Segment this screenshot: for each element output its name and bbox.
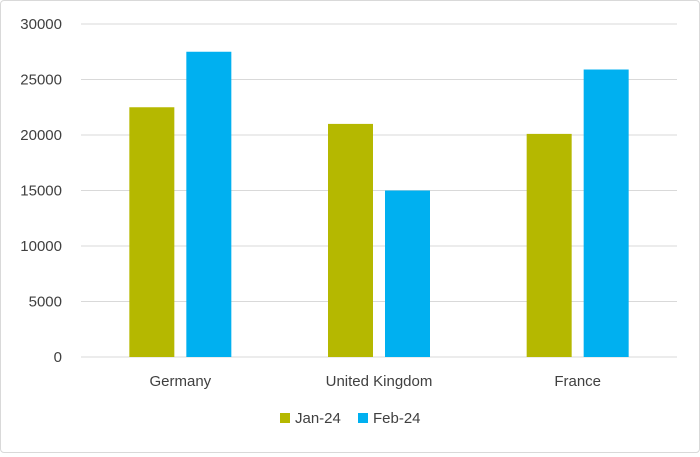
bar-germany-jan-24	[129, 107, 175, 357]
y-tick-label: 25000	[20, 72, 62, 89]
y-tick-label: 30000	[20, 16, 62, 33]
bar-germany-feb-24	[186, 51, 232, 357]
x-tick-label: United Kingdom	[326, 373, 433, 390]
y-tick-label: 0	[54, 349, 62, 366]
legend-label: Feb-24	[373, 410, 421, 427]
bars	[129, 51, 629, 358]
legend-swatch	[358, 413, 368, 423]
y-tick-label: 10000	[20, 238, 62, 255]
bar-united-kingdom-feb-24	[385, 190, 430, 357]
x-tick-label: France	[554, 373, 601, 390]
y-tick-label: 15000	[20, 183, 62, 200]
y-tick-label: 20000	[20, 127, 62, 144]
x-tick-label: Germany	[149, 373, 211, 390]
gridlines	[81, 23, 677, 358]
bar-united-kingdom-jan-24	[328, 123, 373, 358]
y-tick-label: 5000	[29, 294, 62, 311]
legend: Jan-24 Feb-24	[280, 410, 421, 427]
x-axis-ticks: Germany United Kingdom France	[149, 373, 601, 390]
y-axis-ticks: 0 5000 10000 15000 20000 25000 30000	[20, 16, 62, 366]
legend-label: Jan-24	[295, 410, 341, 427]
bar-france-jan-24	[526, 133, 572, 357]
bar-france-feb-24	[583, 69, 629, 357]
legend-swatch	[280, 413, 290, 423]
